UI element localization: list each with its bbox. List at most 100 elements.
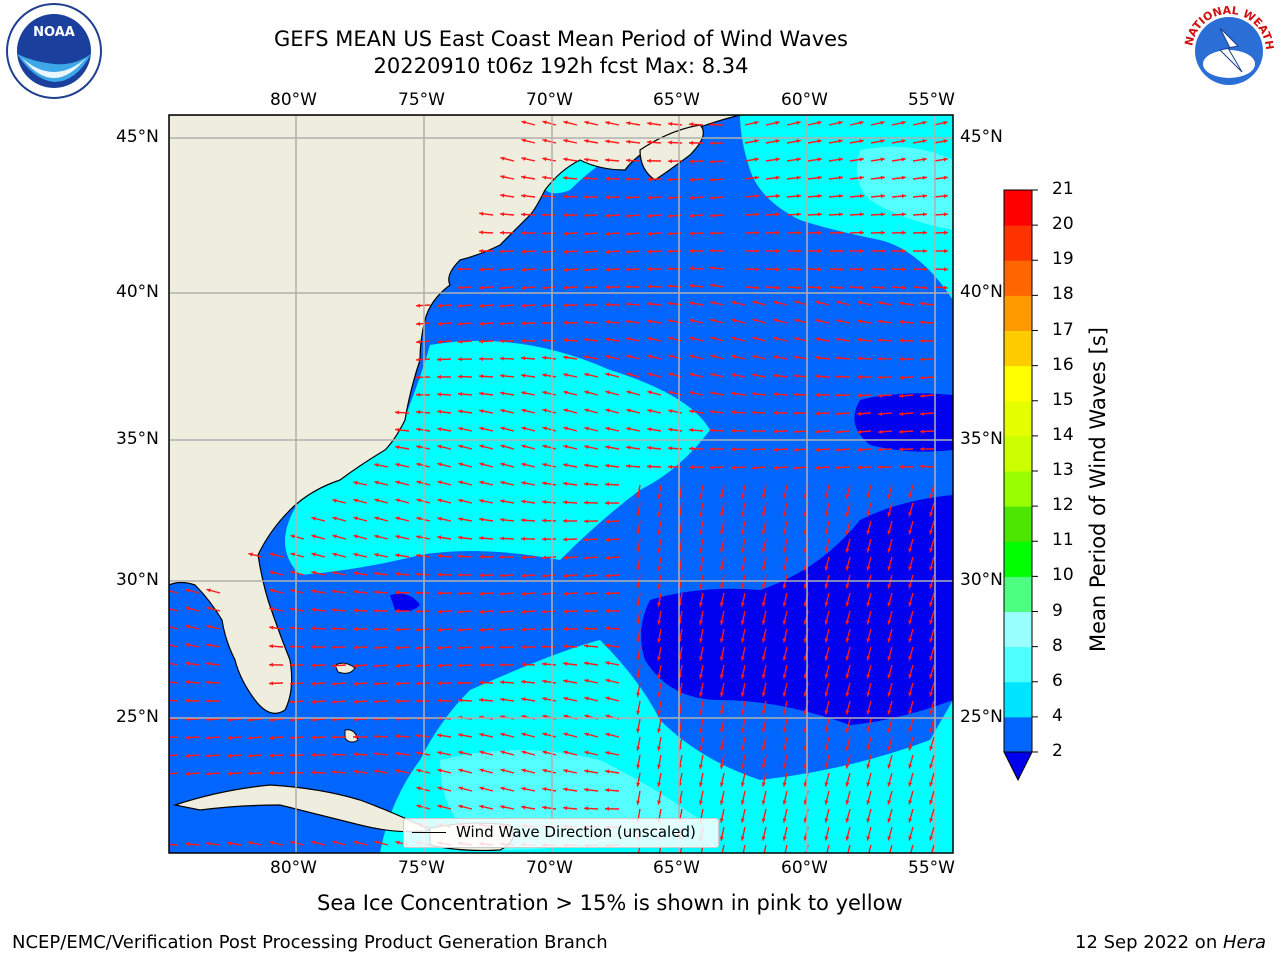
wind-arrow-head bbox=[626, 302, 631, 307]
wind-arrow-head bbox=[636, 530, 641, 535]
wind-arrow-head bbox=[269, 570, 274, 575]
wind-arrow-head bbox=[500, 408, 505, 413]
wind-arrow-head bbox=[698, 746, 703, 751]
wind-arrow-head bbox=[521, 444, 526, 449]
wind-arrow-head bbox=[584, 355, 589, 360]
wind-arrow-head bbox=[353, 589, 358, 594]
wind-arrow-head bbox=[521, 750, 526, 755]
wind-arrow-head bbox=[878, 393, 883, 398]
wind-arrow-head bbox=[458, 498, 463, 503]
wind-arrow-head bbox=[542, 249, 547, 254]
wind-arrow-head bbox=[817, 212, 822, 217]
wind-arrow-head bbox=[824, 746, 829, 751]
wind-arrow-shaft bbox=[169, 644, 179, 648]
wind-arrow-head bbox=[416, 572, 421, 577]
wind-arrow-head bbox=[374, 463, 379, 468]
colorbar-tick-label: 2 bbox=[1052, 741, 1063, 761]
wind-arrow-head bbox=[479, 267, 484, 272]
wind-arrow-head bbox=[636, 512, 641, 517]
wind-arrow-head bbox=[521, 156, 526, 161]
wind-arrow-head bbox=[845, 818, 850, 823]
wind-arrow-head bbox=[782, 656, 787, 661]
wind-arrow-head bbox=[922, 139, 927, 144]
wind-arrow-head bbox=[353, 645, 358, 650]
wind-arrow-head bbox=[824, 692, 829, 697]
wind-arrow-head bbox=[647, 249, 652, 254]
wind-arrow-head bbox=[752, 318, 757, 323]
wind-arrow-head bbox=[698, 548, 703, 553]
wind-arrow-head bbox=[647, 140, 652, 145]
lon-tick-top: 60°W bbox=[781, 90, 828, 110]
wind-arrow-head bbox=[563, 444, 568, 449]
wind-arrow-head bbox=[458, 409, 463, 414]
wind-arrow-head bbox=[782, 836, 787, 841]
wind-arrow-head bbox=[657, 584, 662, 589]
wind-arrow-head bbox=[929, 836, 934, 841]
wind-arrow-head bbox=[824, 800, 829, 805]
wind-arrow-head bbox=[857, 393, 862, 398]
wind-arrow-head bbox=[164, 717, 168, 721]
wind-arrow-head bbox=[845, 620, 850, 625]
wind-arrow-head bbox=[668, 177, 673, 182]
wind-arrow-head bbox=[689, 283, 694, 288]
wind-arrow-head bbox=[657, 620, 662, 625]
wind-arrow-head bbox=[689, 409, 694, 414]
wind-arrow-head bbox=[542, 355, 547, 360]
wind-arrow-head bbox=[859, 120, 864, 125]
wind-arrow-head bbox=[458, 680, 463, 685]
wind-arrow-head bbox=[824, 728, 829, 733]
wind-arrow-head bbox=[437, 535, 442, 540]
wind-arrow-head bbox=[796, 248, 801, 254]
wind-arrow-head bbox=[353, 681, 358, 686]
wind-arrow-head bbox=[740, 836, 745, 841]
wind-arrow-head bbox=[563, 285, 568, 290]
wind-arrow-head bbox=[710, 231, 715, 236]
wind-arrow-head bbox=[500, 786, 505, 791]
wind-arrow-head bbox=[479, 554, 484, 559]
wind-arrow-head bbox=[521, 426, 526, 431]
wind-arrow-head bbox=[817, 120, 822, 125]
wind-arrow-head bbox=[636, 656, 641, 661]
wind-arrow-head bbox=[542, 444, 547, 449]
wind-arrow-head bbox=[458, 285, 463, 290]
lat-tick-right: 40°N bbox=[960, 282, 1003, 302]
wind-arrow-head bbox=[416, 681, 421, 686]
wind-arrow-head bbox=[668, 195, 673, 200]
wind-arrow-head bbox=[416, 553, 421, 558]
wind-arrow-shaft bbox=[169, 699, 179, 702]
wind-arrow-head bbox=[290, 588, 295, 593]
colorbar-tick-label: 12 bbox=[1052, 495, 1074, 516]
wind-arrow-head bbox=[922, 230, 927, 235]
wind-arrow-head bbox=[542, 408, 547, 413]
wind-arrow-head bbox=[542, 627, 547, 632]
wind-arrow-head bbox=[626, 408, 631, 413]
wind-arrow-shaft bbox=[169, 843, 179, 846]
wind-arrow-head bbox=[796, 175, 801, 180]
wind-arrow-head bbox=[740, 656, 745, 661]
wind-arrow-head bbox=[880, 139, 885, 144]
wind-arrow-head bbox=[542, 157, 547, 162]
wind-arrow-head bbox=[500, 426, 505, 431]
wind-arrow-head bbox=[500, 391, 505, 396]
wind-arrow-head bbox=[782, 566, 787, 571]
wind-arrow-head bbox=[416, 804, 421, 809]
wind-arrow-head bbox=[353, 663, 358, 668]
wind-arrow-head bbox=[605, 231, 610, 236]
map-subtitle: 20220910 t06z 192h fcst Max: 8.34 bbox=[373, 54, 749, 78]
land-bahamas bbox=[334, 662, 359, 743]
wind-arrow-head bbox=[647, 213, 652, 218]
wind-arrow-head bbox=[563, 138, 568, 143]
wind-arrow-head bbox=[857, 337, 862, 342]
wind-arrow-head bbox=[824, 656, 829, 661]
wind-arrow-head bbox=[626, 267, 631, 272]
wind-arrow-shaft bbox=[169, 662, 179, 666]
wind-arrow-head bbox=[866, 548, 871, 553]
wind-arrow-head bbox=[563, 732, 568, 737]
wind-arrow-head bbox=[458, 535, 463, 540]
wind-arrow-head bbox=[542, 573, 547, 578]
wind-arrow-head bbox=[857, 411, 862, 416]
wind-arrow-head bbox=[929, 728, 934, 733]
wind-arrow-head bbox=[521, 408, 526, 413]
wind-arrow-head bbox=[164, 842, 168, 846]
wind-arrow-head bbox=[164, 624, 168, 628]
